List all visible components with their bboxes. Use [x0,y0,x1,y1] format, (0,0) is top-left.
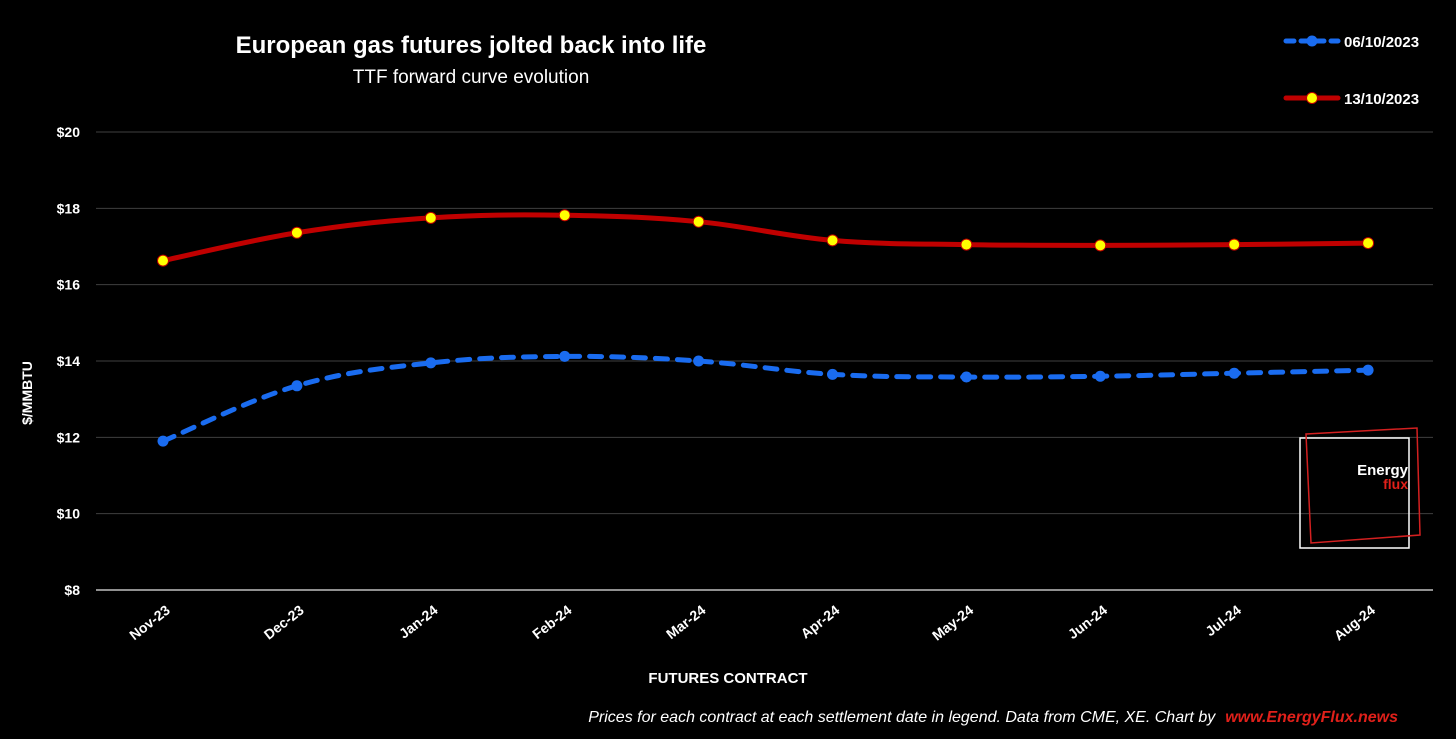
x-tick-label: Aug-24 [1331,602,1378,644]
y-tick-label: $20 [57,124,81,140]
y-tick-label: $12 [57,429,81,445]
data-point [1228,367,1240,379]
data-point [1094,370,1106,382]
data-point [960,371,972,383]
x-axis-label: FUTURES CONTRACT [648,670,807,687]
series-line-2 [160,212,1371,264]
series-lines [160,212,1371,444]
data-point [424,211,437,224]
x-tick-label: Apr-24 [798,602,843,642]
y-tick-label: $10 [57,506,81,522]
chart-subtitle: TTF forward curve evolution [353,67,590,88]
data-point [1094,239,1107,252]
x-tick-label: Feb-24 [529,602,575,643]
x-tick-label: Nov-23 [126,602,173,643]
footnote-link[interactable]: www.EnergyFlux.news [1225,709,1398,726]
data-point [1362,364,1374,376]
footnote-text: Prices for each contract at each settlem… [588,709,1216,726]
y-axis-ticks: $8 $10 $12 $14 $16 $18 $20 [57,124,81,598]
x-tick-label: Jan-24 [396,602,441,642]
y-tick-label: $14 [57,353,81,369]
data-point [692,215,705,228]
x-tick-label: May-24 [929,602,976,644]
data-point [960,238,973,251]
chart-title: European gas futures jolted back into li… [236,32,707,59]
grid-lines [96,131,1433,591]
x-tick-label: Mar-24 [663,602,709,643]
data-point [827,368,838,380]
logo-text-flux: flux [1383,476,1408,492]
data-point [693,355,705,367]
data-point [425,357,437,369]
data-point [157,435,169,447]
x-tick-label: Jun-24 [1065,602,1111,643]
series-markers [157,209,1375,447]
data-point [1362,237,1375,250]
data-point [157,254,169,267]
y-tick-label: $18 [57,200,81,216]
legend-label-2: 13/10/2023 [1344,91,1419,108]
y-tick-label: $16 [57,277,81,293]
data-point [291,380,303,392]
legend-marker-1 [1306,35,1318,47]
series-line-1 [160,353,1371,444]
y-axis-label: $/MMBTU [19,361,35,425]
data-point [826,234,839,247]
data-point [290,226,303,239]
x-tick-label: Jul-24 [1202,602,1244,640]
footnote: Prices for each contract at each settlem… [588,709,1398,726]
data-point [558,209,571,222]
logo-text-energy: Energy [1357,462,1409,479]
legend-label-1: 06/10/2023 [1344,34,1419,51]
x-axis-ticks: Nov-23 Dec-23 Jan-24 Feb-24 Mar-24 Apr-24 May-… [126,602,1378,644]
y-tick-label: $8 [64,582,80,598]
data-point [1228,238,1241,251]
x-tick-label: Dec-23 [261,602,307,643]
energyflux-logo: Energy flux [1299,427,1421,549]
legend: 06/10/2023 13/10/2023 [1283,34,1419,108]
data-point [559,350,571,362]
legend-marker-2 [1306,92,1318,104]
